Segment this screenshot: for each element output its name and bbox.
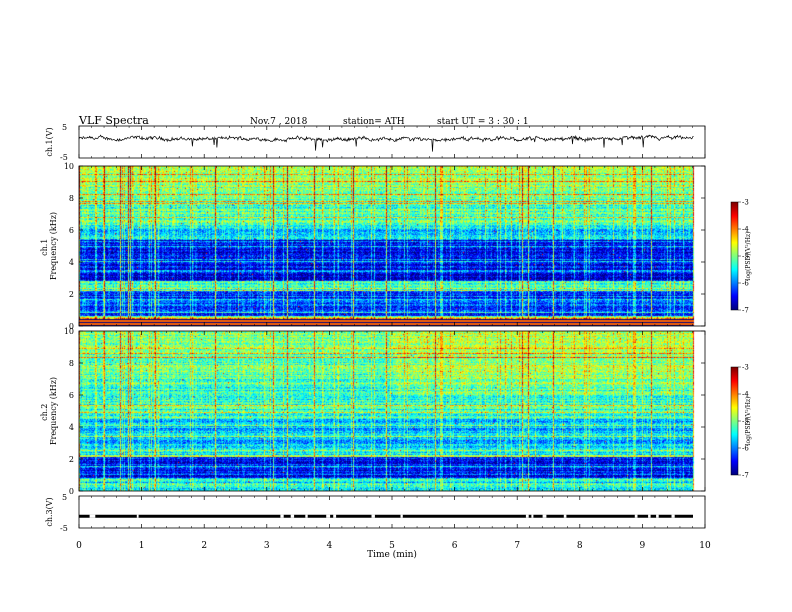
- time-axis: 0 1 2 3 4 5 6 7 8 9 10: [76, 126, 711, 551]
- ch2-colorbar-label: log(PSD)(V²/Hz): [745, 397, 752, 446]
- ch1-waveform-frame: [78, 125, 706, 159]
- ch1-waveform-panel: 5 -5 ch.1(V): [45, 123, 706, 162]
- colorbar-tick-label: -4: [742, 226, 749, 234]
- time-tick-label: 7: [514, 541, 520, 551]
- ch1-freq-label-line1: ch.1: [40, 239, 49, 256]
- freq-tick-label: 4: [69, 423, 74, 432]
- ch1-spectrogram-image: [79, 166, 705, 326]
- time-axis-label: Time (min): [367, 549, 417, 560]
- ch3-ytick-bottom: -5: [60, 524, 68, 533]
- time-tick-label: 0: [76, 541, 82, 551]
- ch2-colorbar: [731, 367, 738, 475]
- time-tick-label: 1: [139, 541, 145, 551]
- start-time-label: start UT = 3 : 30 : 1: [437, 117, 529, 127]
- time-tick-label: 8: [577, 541, 583, 551]
- colorbar-tick-label: -6: [742, 445, 749, 453]
- station-label: station= ATH: [343, 117, 405, 127]
- colorbar-tick-label: -5: [742, 418, 749, 426]
- ch3-waveform-panel: 5 -5 ch.3(V): [45, 493, 706, 533]
- ch1-ytick-bottom: -5: [60, 153, 68, 162]
- ch1-ytick-top: 5: [62, 123, 67, 132]
- ch2-freq-label-line2: Frequency (kHz): [49, 377, 58, 445]
- time-tick-label: 10: [699, 541, 711, 551]
- freq-tick-label: 8: [69, 359, 74, 368]
- time-tick-label: 3: [264, 541, 270, 551]
- time-tick-label: 5: [389, 541, 395, 551]
- freq-tick-label: 8: [69, 194, 74, 203]
- colorbar-tick-label: -3: [742, 364, 749, 372]
- ch3-waveform-frame: [78, 495, 706, 529]
- colorbar-tick-label: -5: [742, 253, 749, 261]
- freq-tick-label: 6: [69, 226, 74, 235]
- ch2-freq-label: ch.2 Frequency (kHz): [40, 377, 58, 445]
- ch3-ytick-top: 5: [62, 493, 67, 502]
- freq-tick-label: 10: [64, 162, 74, 171]
- colorbar-tick-label: -3: [742, 199, 749, 207]
- ch2-freq-label-line1: ch.2: [40, 404, 49, 421]
- freq-tick-label: 6: [69, 391, 74, 400]
- figure-title: VLF Spectra: [78, 114, 149, 127]
- ch1-ylabel: ch.1(V): [45, 127, 54, 156]
- colorbar-tick-label: -7: [742, 472, 749, 480]
- time-tick-label: 2: [201, 541, 207, 551]
- ch2-spectrogram-image: [79, 331, 705, 491]
- time-tick-label: 9: [640, 541, 646, 551]
- colorbar-tick-label: -6: [742, 280, 749, 288]
- freq-tick-label: 4: [69, 258, 74, 267]
- freq-tick-label: 10: [64, 327, 74, 336]
- colorbar-tick-label: -7: [742, 307, 749, 315]
- ch1-waveform-trace: [78, 134, 694, 152]
- freq-tick-label: 0: [69, 487, 74, 496]
- freq-tick-label: 2: [69, 455, 74, 464]
- freq-tick-label: 0: [69, 322, 74, 331]
- ch1-colorbar-label: log(PSD)(V²/Hz): [745, 232, 752, 281]
- date-label: Nov.7 , 2018: [250, 117, 308, 127]
- time-tick-label: 6: [452, 541, 458, 551]
- ch1-yticks: 0 2 4 6 8 10: [64, 162, 705, 331]
- ch1-freq-label: ch.1 Frequency (kHz): [40, 212, 58, 280]
- ch2-colorbar-ticks: -7 -6 -5 -4 -3: [738, 364, 749, 480]
- ch2-yticks: 0 2 4 6 8 10: [64, 327, 705, 496]
- ch1-colorbar-ticks: -7 -6 -5 -4 -3: [738, 199, 749, 315]
- colorbar-tick-label: -4: [742, 391, 749, 399]
- ch1-colorbar: [731, 202, 738, 310]
- freq-tick-label: 2: [69, 290, 74, 299]
- ch1-freq-label-line2: Frequency (kHz): [49, 212, 58, 280]
- ch3-ylabel: ch.3(V): [45, 497, 54, 526]
- time-tick-label: 4: [327, 541, 333, 551]
